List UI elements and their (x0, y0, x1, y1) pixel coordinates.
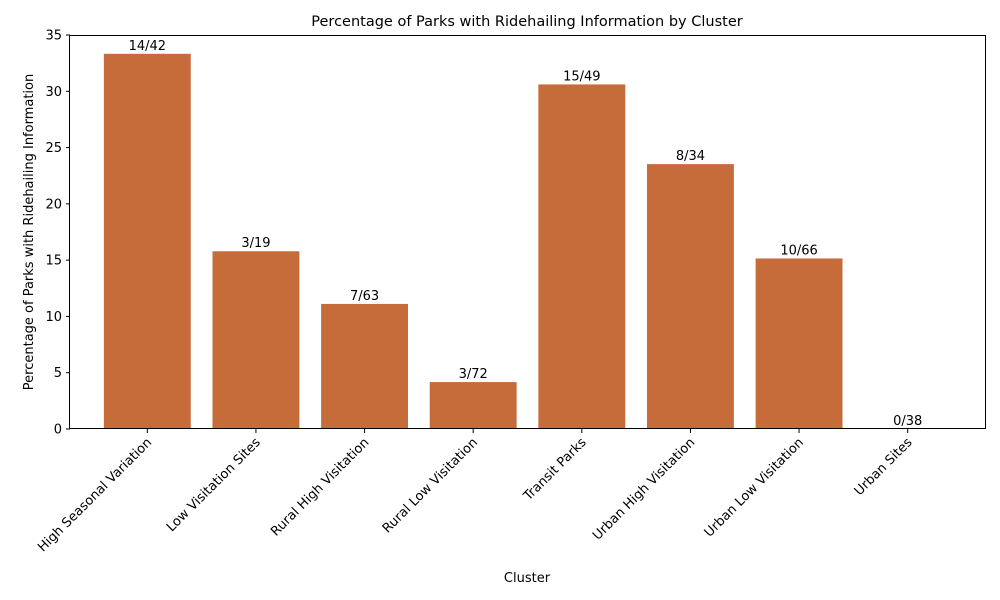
x-tick-label: Urban High Visitation (590, 435, 698, 543)
y-tick-label: 20 (45, 197, 62, 212)
y-axis-label: Percentage of Parks with Ridehailing Inf… (22, 74, 37, 390)
bar-value-label: 3/72 (459, 367, 488, 382)
x-tick-label: Transit Parks (520, 435, 590, 505)
bar-value-label: 3/19 (241, 236, 270, 251)
x-tick-label: Urban Low Visitation (702, 435, 807, 540)
y-tick-label: 15 (45, 254, 62, 269)
x-axis: High Seasonal Variation Low Visitation Si… (35, 429, 916, 555)
x-axis-label: Cluster (504, 571, 551, 586)
x-tick-label: Rural Low Visitation (380, 435, 481, 536)
x-tick-label: High Seasonal Variation (35, 435, 155, 555)
bar-2 (321, 303, 409, 429)
y-tick-label: 25 (45, 141, 62, 156)
bar-labels-group: 14/42 3/19 7/63 3/72 15/49 8/34 10/66 0/38 (129, 39, 923, 429)
y-tick-label: 5 (54, 366, 62, 381)
plot-frame (69, 35, 986, 429)
bar-value-label: 0/38 (893, 414, 922, 429)
bar-1 (212, 251, 300, 429)
bar-0 (103, 53, 191, 429)
bar-5 (646, 164, 734, 429)
bars-group (103, 53, 843, 429)
bar-4 (538, 84, 626, 429)
bar-value-label: 15/49 (563, 69, 600, 84)
x-tick-label: Rural High Visitation (268, 435, 372, 539)
bar-6 (755, 258, 843, 429)
bar-value-label: 14/42 (129, 39, 166, 54)
y-tick-label: 35 (45, 29, 62, 44)
x-tick-label: Low Visitation Sites (164, 435, 264, 535)
y-tick-label: 30 (45, 85, 62, 100)
y-tick-label: 10 (45, 310, 62, 325)
bar-value-label: 7/63 (350, 289, 379, 304)
y-axis: 0 5 10 15 20 25 30 35 (45, 29, 70, 438)
bar-value-label: 10/66 (780, 243, 817, 258)
bar-value-label: 8/34 (676, 149, 705, 164)
x-tick-label: Urban Sites (852, 435, 916, 499)
bar-3 (429, 382, 517, 429)
chart-title: Percentage of Parks with Ridehailing Inf… (311, 14, 742, 30)
y-tick-label: 0 (54, 423, 62, 438)
